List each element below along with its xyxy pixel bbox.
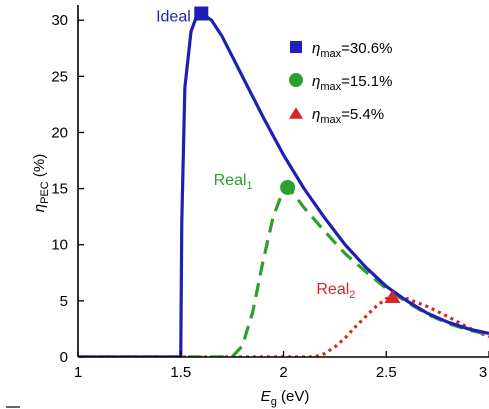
series-line-real2: [78, 294, 489, 357]
max-marker-real1: [280, 179, 296, 195]
axes: [6, 5, 489, 408]
max-marker-real2: [384, 289, 401, 304]
annotations: Ideal Real1 Real2: [156, 8, 355, 301]
x-tick-label: 2.5: [376, 364, 397, 381]
y-tick-label: 25: [51, 68, 68, 85]
annotation-ideal: Ideal: [156, 8, 191, 25]
legend-marker-real1: [289, 73, 303, 87]
y-axis-label: ηPEC (%): [31, 154, 51, 212]
curves-layer: [78, 11, 489, 357]
x-tick-label: 1: [74, 364, 82, 381]
axis-labels: Eg (eV) ηPEC (%): [31, 154, 309, 408]
legend: ηmax=30.6% ηmax=15.1% ηmax=5.4%: [289, 40, 392, 126]
legend-marker-real2: [289, 107, 303, 119]
y-tick-label: 5: [60, 293, 68, 310]
y-tick-label: 0: [60, 349, 68, 366]
x-tick-label: 3: [479, 364, 487, 381]
series-line-real1: [78, 185, 489, 357]
annotation-real2: Real2: [316, 281, 355, 301]
legend-entry-ideal: ηmax=30.6%: [312, 40, 392, 60]
max-marker-ideal: [194, 6, 209, 21]
legend-marker-ideal: [290, 41, 302, 53]
legend-entry-real2: ηmax=5.4%: [312, 106, 384, 126]
x-tick-label: 1.5: [170, 364, 191, 381]
y-tick-label: 10: [51, 237, 68, 254]
annotation-real1: Real1: [214, 172, 253, 192]
x-axis-label: Eg (eV): [261, 388, 310, 408]
y-tick-label: 30: [51, 12, 68, 29]
series-line-ideal: [78, 11, 489, 357]
y-tick-label: 20: [51, 124, 68, 141]
y-tick-label: 15: [51, 181, 68, 198]
x-tick-label: 2: [279, 364, 287, 381]
maxima-markers: [194, 6, 401, 304]
legend-entry-real1: ηmax=15.1%: [312, 73, 392, 93]
